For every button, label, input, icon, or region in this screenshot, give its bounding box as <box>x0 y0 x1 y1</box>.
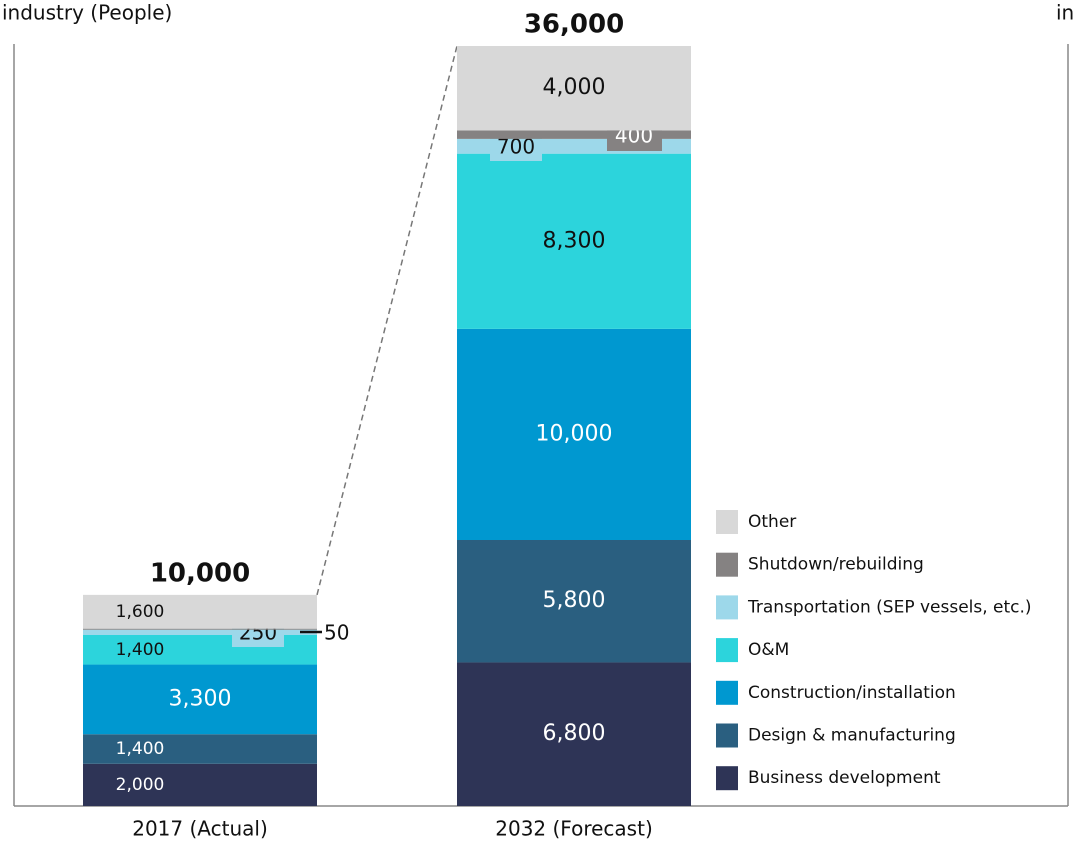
legend-label: Shutdown/rebuilding <box>748 555 924 575</box>
bar-segment <box>457 130 691 139</box>
legend-swatch <box>716 595 738 620</box>
bar-segment <box>83 594 317 629</box>
legend-label: Transportation (SEP vessels, etc.) <box>747 597 1032 617</box>
data-label: 1,400 <box>116 739 165 759</box>
connector <box>316 45 458 596</box>
bar-segment <box>83 734 317 764</box>
label-box <box>490 135 542 161</box>
bar-segment <box>83 628 317 630</box>
legend-swatch <box>716 638 738 663</box>
data-label: 3,300 <box>169 686 232 711</box>
data-label: 5,800 <box>543 588 606 613</box>
data-label: 4,000 <box>543 75 606 100</box>
legend-label: O&M <box>748 640 789 660</box>
bar-segment <box>457 662 691 806</box>
data-label: 1,400 <box>116 640 165 660</box>
chart-title: industry (People) <box>2 1 172 25</box>
total-label: 10,000 <box>150 558 250 588</box>
data-label: 50 <box>324 621 349 645</box>
total-label: 36,000 <box>524 10 624 40</box>
annotation: in <box>1056 1 1074 25</box>
data-label: 2,000 <box>116 775 165 795</box>
bar-segment <box>457 328 691 540</box>
data-label: 10,000 <box>536 421 613 446</box>
legend-label: Design & manufacturing <box>748 726 956 746</box>
legend-swatch <box>716 510 738 534</box>
legend-swatch <box>716 552 738 577</box>
data-label: 6,800 <box>543 721 606 746</box>
legend-swatch <box>716 680 738 705</box>
data-label: 8,300 <box>543 228 606 253</box>
data-label: 1,600 <box>116 602 165 622</box>
legend-label: Construction/installation <box>748 683 956 703</box>
legend-label: Business development <box>748 768 941 788</box>
x-tick-label: 2017 (Actual) <box>132 817 268 841</box>
bar-segment <box>457 153 691 329</box>
bar-segment <box>83 629 317 635</box>
legend-swatch <box>716 723 738 748</box>
legend-label: Other <box>748 512 796 532</box>
legend-swatch <box>716 766 738 791</box>
bar-segment <box>457 46 691 131</box>
bar-segment <box>83 763 317 806</box>
bar-segment <box>83 664 317 735</box>
x-tick-label: 2032 (Forecast) <box>495 817 653 841</box>
bar-segment <box>457 540 691 663</box>
